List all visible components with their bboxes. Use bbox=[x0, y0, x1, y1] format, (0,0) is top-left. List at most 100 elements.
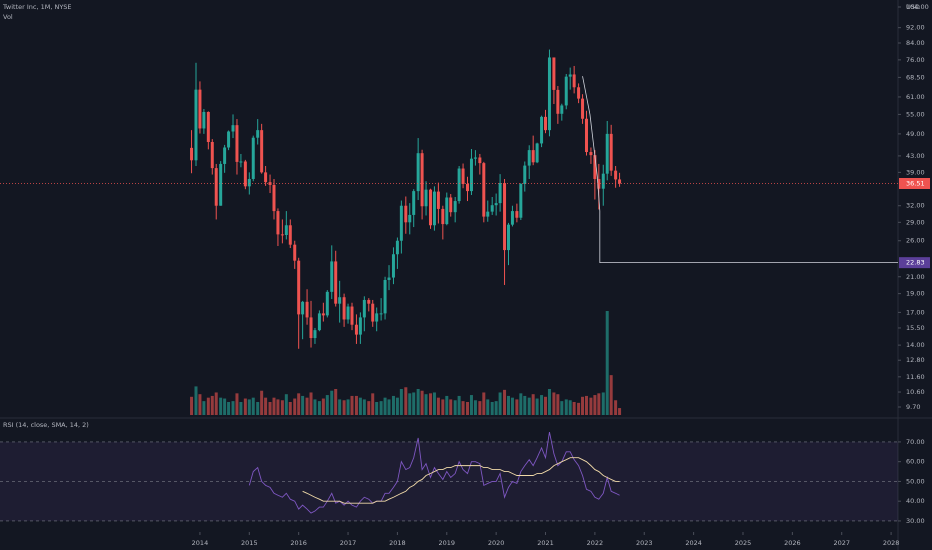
candle-body bbox=[214, 168, 218, 206]
volume-bar bbox=[231, 401, 235, 415]
candle-body bbox=[375, 313, 379, 322]
candle-body bbox=[601, 173, 605, 189]
overlay-line bbox=[582, 76, 898, 264]
candle-body bbox=[589, 152, 593, 156]
volume-bar bbox=[523, 395, 527, 415]
volume-bar bbox=[305, 397, 309, 415]
y-tick-label: 55.00 bbox=[906, 110, 925, 118]
candle-body bbox=[544, 116, 548, 131]
volume-bar bbox=[436, 397, 440, 415]
x-tick-label: 2015 bbox=[241, 539, 258, 547]
candle-body bbox=[577, 87, 581, 99]
volume-bar bbox=[325, 395, 329, 415]
volume-bar bbox=[473, 400, 477, 415]
candle-body bbox=[515, 211, 519, 218]
candle-body bbox=[223, 147, 227, 164]
volume-bar bbox=[194, 386, 198, 415]
volume-bar bbox=[387, 399, 391, 415]
volume-bar bbox=[383, 397, 387, 415]
volume-bar bbox=[527, 397, 531, 415]
volume-bar bbox=[577, 402, 581, 415]
volume-bar bbox=[449, 399, 453, 415]
volume-bar bbox=[379, 401, 383, 415]
candle-body bbox=[202, 111, 206, 129]
volume-bar bbox=[264, 397, 268, 415]
candle-body bbox=[605, 133, 609, 174]
volume-bar bbox=[206, 397, 210, 415]
volume-bar bbox=[268, 402, 272, 415]
x-tick-label: 2017 bbox=[340, 539, 357, 547]
volume-bar bbox=[469, 395, 473, 415]
candle-body bbox=[436, 191, 440, 209]
y-tick-label: 39.00 bbox=[906, 168, 925, 176]
volume-bar bbox=[589, 397, 593, 415]
candle-body bbox=[395, 240, 399, 255]
volume-bar bbox=[593, 395, 597, 415]
x-tick-label: 2018 bbox=[389, 539, 406, 547]
rsi-band bbox=[0, 441, 898, 521]
volume-bar bbox=[330, 390, 334, 415]
rsi-tick-label: 30.00 bbox=[906, 517, 925, 525]
volume-bar bbox=[354, 395, 358, 415]
candle-body bbox=[597, 178, 601, 189]
volume-bar bbox=[519, 393, 523, 415]
volume-bar bbox=[614, 400, 618, 415]
y-tick-label: 32.00 bbox=[906, 202, 925, 210]
rsi-tick-label: 40.00 bbox=[906, 497, 925, 505]
volume-bar bbox=[432, 392, 436, 415]
candle-body bbox=[498, 183, 502, 204]
candle-body bbox=[482, 163, 486, 217]
volume-bar bbox=[503, 389, 507, 415]
volume-bar bbox=[461, 401, 465, 415]
candle-body bbox=[535, 143, 539, 163]
candle-body bbox=[572, 74, 576, 88]
volume-bar bbox=[190, 396, 194, 415]
candle-body bbox=[523, 165, 527, 185]
candle-body bbox=[404, 205, 408, 223]
y-tick-label: 104.00 bbox=[906, 3, 929, 11]
volume-bar bbox=[202, 401, 206, 415]
candle-body bbox=[556, 89, 560, 114]
x-tick-label: 2016 bbox=[290, 539, 307, 547]
candle-body bbox=[280, 234, 284, 236]
candle-body bbox=[276, 211, 280, 235]
volume-bar bbox=[618, 408, 622, 415]
volume-bar bbox=[342, 400, 346, 415]
rsi-tick-label: 70.00 bbox=[906, 438, 925, 446]
overlay-label: 22.83 bbox=[906, 259, 925, 267]
volume-bar bbox=[280, 400, 284, 415]
volume-bar bbox=[371, 393, 375, 415]
volume-bar bbox=[367, 401, 371, 415]
volume-bar bbox=[490, 402, 494, 415]
x-tick-label: 2025 bbox=[735, 539, 752, 547]
volume-bar bbox=[498, 392, 502, 415]
y-tick-label: 15.50 bbox=[906, 324, 925, 332]
candle-body bbox=[449, 197, 453, 213]
volume-bar bbox=[428, 393, 432, 415]
y-tick-label: 92.00 bbox=[906, 24, 925, 32]
y-tick-label: 11.60 bbox=[906, 373, 925, 381]
candle-body bbox=[445, 197, 449, 225]
candle-body bbox=[540, 116, 544, 144]
y-tick-label: 9.70 bbox=[906, 403, 920, 411]
x-tick-label: 2027 bbox=[833, 539, 850, 547]
volume-bar bbox=[219, 397, 223, 415]
volume-bar bbox=[350, 395, 354, 415]
volume-label: Vol bbox=[3, 13, 13, 21]
candle-body bbox=[334, 261, 338, 304]
volume-bar bbox=[441, 399, 445, 415]
candle-body bbox=[210, 141, 214, 169]
volume-bar bbox=[276, 399, 280, 415]
candle-body bbox=[317, 313, 321, 331]
candle-body bbox=[399, 205, 403, 241]
candle-body bbox=[584, 118, 588, 153]
candle-body bbox=[198, 89, 202, 129]
candle-body bbox=[564, 76, 568, 106]
y-tick-label: 76.00 bbox=[906, 56, 925, 64]
volume-bar bbox=[239, 402, 243, 415]
x-tick-label: 2021 bbox=[537, 539, 554, 547]
x-tick-label: 2026 bbox=[784, 539, 801, 547]
candle-body bbox=[231, 125, 235, 132]
candle-body bbox=[190, 147, 194, 161]
